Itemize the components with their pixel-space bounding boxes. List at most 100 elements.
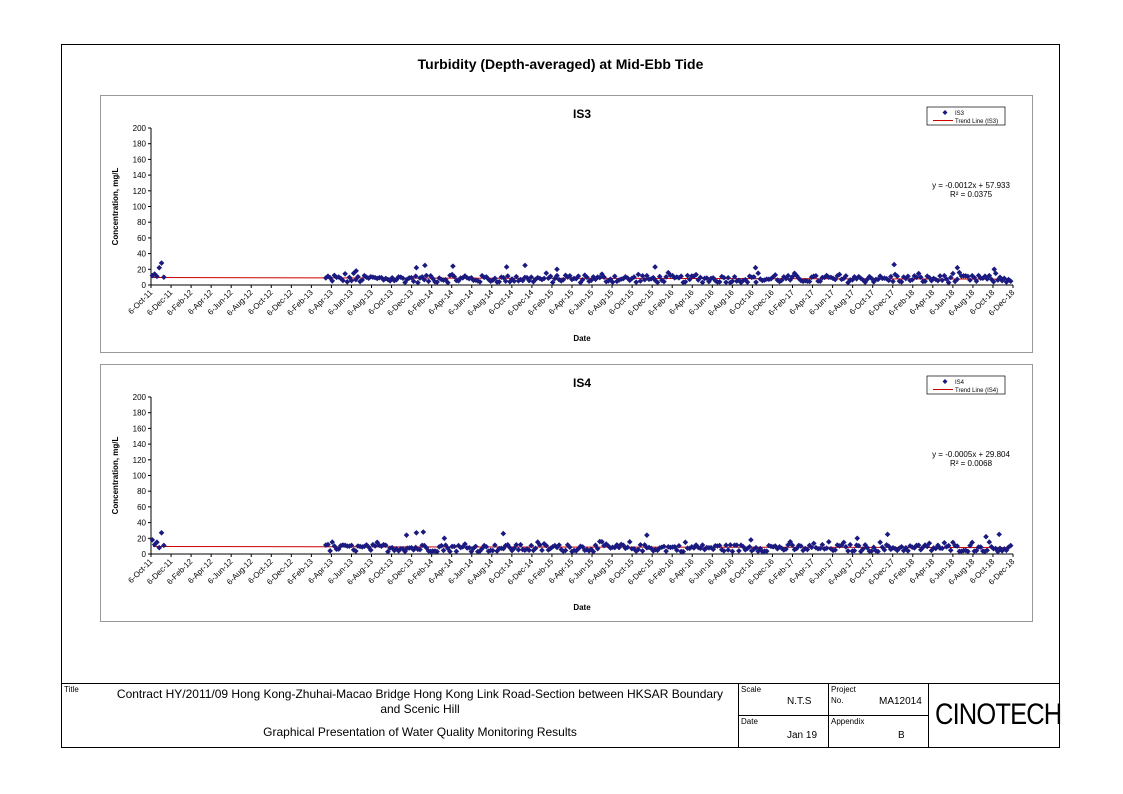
data-point: [577, 279, 584, 286]
data-point: [990, 278, 997, 285]
data-point: [695, 277, 702, 283]
data-point: [753, 279, 759, 285]
data-point: [751, 274, 757, 280]
contract-line-1: Contract HY/2011/09 Hong Kong-Zhuhai-Mac…: [116, 687, 724, 701]
data-point: [950, 539, 956, 546]
data-point: [441, 535, 448, 542]
data-point: [601, 274, 607, 280]
data-point: [447, 548, 453, 555]
data-point: [489, 277, 496, 284]
data-point: [483, 543, 490, 550]
data-point: [746, 544, 753, 550]
data-point: [716, 542, 723, 549]
y-tick-label: 200: [133, 124, 147, 133]
data-point: [385, 276, 391, 283]
data-point: [894, 547, 901, 554]
data-point: [554, 266, 560, 273]
data-point: [935, 277, 941, 284]
data-point: [359, 277, 366, 283]
data-point: [413, 264, 420, 271]
data-point: [659, 544, 665, 551]
data-point: [325, 541, 331, 548]
data-point: [541, 275, 547, 282]
data-point: [543, 542, 550, 549]
data-point: [496, 278, 502, 285]
data-point: [674, 547, 680, 553]
data-point: [485, 276, 492, 283]
data-point: [986, 539, 993, 545]
data-point: [783, 546, 789, 552]
data-point: [389, 544, 395, 551]
data-point: [896, 545, 903, 551]
data-point: [755, 270, 761, 277]
data-point: [430, 275, 436, 282]
data-point: [158, 530, 165, 536]
data-point: [752, 264, 759, 271]
data-point: [442, 276, 449, 283]
data-point: [511, 545, 517, 552]
data-point: [825, 539, 832, 545]
data-point: [403, 532, 410, 538]
data-point: [686, 545, 693, 552]
data-point: [503, 264, 510, 270]
data-point: [445, 545, 451, 552]
data-point: [885, 277, 892, 284]
data-point: [716, 279, 723, 285]
data-point: [671, 275, 678, 281]
data-point: [154, 539, 160, 546]
data-point: [539, 547, 545, 554]
data-point: [778, 277, 785, 284]
data-point: [849, 277, 856, 283]
data-point: [862, 542, 868, 548]
data-point: [939, 545, 946, 552]
data-point: [556, 276, 562, 283]
data-point: [828, 274, 834, 281]
data-point: [699, 279, 706, 286]
data-point: [656, 273, 663, 280]
data-point: [626, 539, 633, 545]
data-point: [725, 547, 731, 553]
data-point: [868, 275, 875, 282]
data-point: [776, 543, 783, 550]
data-point: [385, 548, 391, 555]
data-point: [340, 277, 346, 284]
data-point: [873, 547, 879, 554]
data-point: [614, 278, 620, 285]
y-tick-label: 20: [137, 265, 146, 274]
data-point: [515, 547, 522, 553]
data-point: [661, 543, 667, 550]
data-point: [894, 273, 901, 280]
data-point: [575, 273, 582, 279]
legend-label-series: IS3: [955, 111, 965, 117]
data-point: [567, 544, 573, 551]
data-point: [697, 274, 704, 281]
data-point: [945, 279, 952, 286]
data-point: [530, 547, 537, 554]
data-point: [836, 271, 843, 278]
data-point: [800, 547, 806, 554]
data-point: [434, 279, 440, 285]
data-point: [352, 548, 359, 554]
data-point: [877, 273, 883, 279]
data-point: [420, 529, 427, 535]
data-point: [845, 279, 851, 286]
data-point: [455, 542, 462, 549]
data-point: [532, 276, 539, 283]
title-label: Title: [64, 685, 79, 694]
data-point: [971, 274, 978, 281]
project-no-label: No.: [831, 696, 844, 705]
data-point: [393, 276, 400, 283]
data-point: [858, 548, 864, 555]
data-point: [400, 275, 406, 282]
data-point: [639, 548, 646, 554]
data-point: [884, 531, 891, 538]
y-tick-label: 200: [133, 393, 147, 402]
y-tick-label: 180: [133, 140, 147, 149]
data-point: [980, 275, 986, 282]
data-point: [855, 542, 862, 549]
data-point: [890, 544, 896, 551]
data-point: [710, 275, 717, 281]
data-point: [590, 548, 597, 555]
data-point: [393, 546, 400, 552]
trend-equation: y = -0.0005x + 29.804: [932, 450, 1010, 459]
